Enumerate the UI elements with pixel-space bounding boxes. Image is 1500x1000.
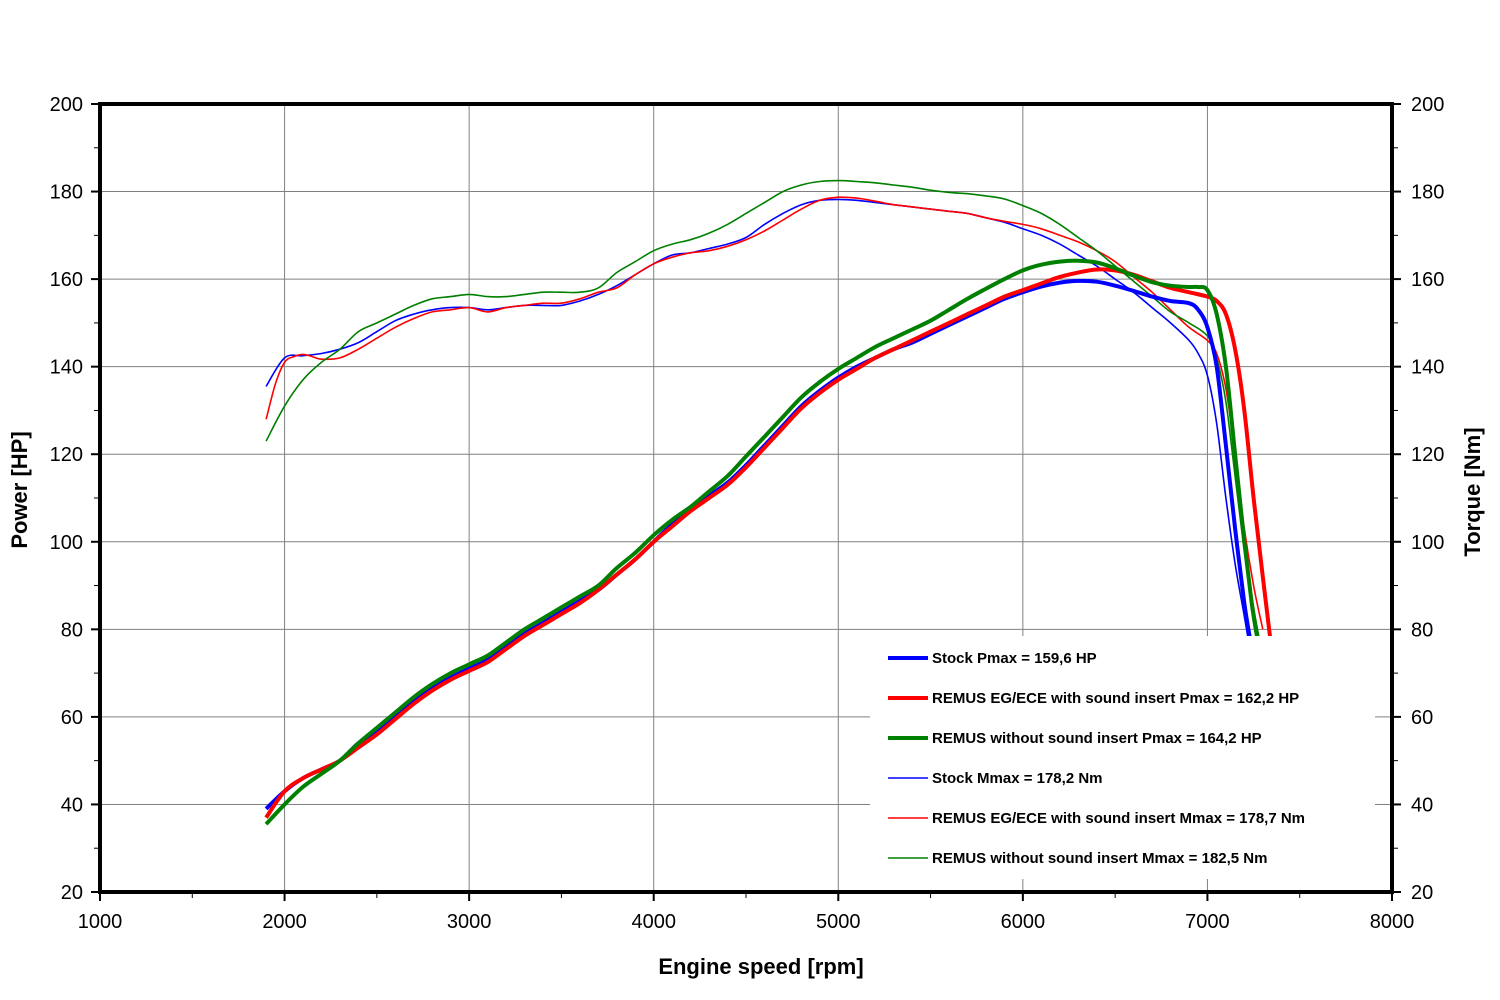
y-tick-label-right: 200 (1411, 94, 1444, 116)
legend-label-4: Stock Mmax = 178,2 Nm (932, 770, 1103, 787)
y-tick-label-right: 100 (1411, 532, 1444, 554)
x-tick-label: 5000 (816, 911, 861, 933)
y-tick-label-right: 80 (1411, 619, 1433, 641)
y-tick-label-left: 180 (50, 182, 83, 204)
y-tick-label-left: 80 (61, 619, 83, 641)
data-series (264, 179, 1273, 826)
x-tick-label: 1000 (78, 911, 123, 933)
series-line-5 (265, 196, 1264, 630)
legend-background (870, 636, 1375, 879)
x-axis-title: Engine speed [rpm] (658, 954, 863, 979)
x-tick-label: 7000 (1185, 911, 1230, 933)
legend-label-3: REMUS without sound insert Pmax = 164,2 … (932, 730, 1262, 747)
plot-frame (98, 102, 1394, 894)
x-axis-ticks: 1000 2000 3000 4000 5000 6000 7000 8000 (78, 892, 1415, 933)
y-tick-label-right: 60 (1411, 707, 1433, 729)
y-tick-label-left: 60 (61, 707, 83, 729)
legend-label-1: Stock Pmax = 159,6 HP (932, 650, 1097, 667)
y-tick-label-left: 100 (50, 532, 83, 554)
y-tick-label-right: 20 (1411, 882, 1433, 904)
y-tick-label-left: 40 (61, 794, 83, 816)
y-tick-label-right: 160 (1411, 269, 1444, 291)
y-axis-title-left: Power [HP] (7, 431, 32, 548)
y-tick-label-right: 120 (1411, 444, 1444, 466)
legend-label-6: REMUS without sound insert Mmax = 182,5 … (932, 850, 1267, 867)
y-axis-ticks-right: 20 40 60 80 100 120 140 160 180 200 (1392, 94, 1444, 904)
y-axis-title-right: Torque [Nm] (1460, 427, 1485, 556)
series-line-3 (264, 258, 1260, 826)
x-tick-label: 8000 (1370, 911, 1415, 933)
x-tick-label: 6000 (1001, 911, 1046, 933)
legend-label-5: REMUS EG/ECE with sound insert Mmax = 17… (932, 810, 1305, 827)
y-tick-label-right: 180 (1411, 182, 1444, 204)
y-tick-label-left: 20 (61, 882, 83, 904)
legend: Stock Pmax = 159,6 HP REMUS EG/ECE with s… (870, 636, 1375, 879)
y-axis-ticks-left: 20 40 60 80 100 120 140 160 180 200 (50, 94, 100, 904)
x-tick-label: 3000 (447, 911, 492, 933)
x-tick-label: 4000 (631, 911, 676, 933)
x-tick-label: 2000 (262, 911, 307, 933)
legend-label-2: REMUS EG/ECE with sound insert Pmax = 16… (932, 690, 1299, 707)
series-line-4 (265, 198, 1249, 639)
y-tick-label-left: 160 (50, 269, 83, 291)
y-tick-label-left: 140 (50, 357, 83, 379)
series-line-6 (265, 179, 1260, 639)
y-tick-label-right: 40 (1411, 794, 1433, 816)
y-tick-label-left: 120 (50, 444, 83, 466)
y-tick-label-right: 140 (1411, 357, 1444, 379)
y-tick-label-left: 200 (50, 94, 83, 116)
